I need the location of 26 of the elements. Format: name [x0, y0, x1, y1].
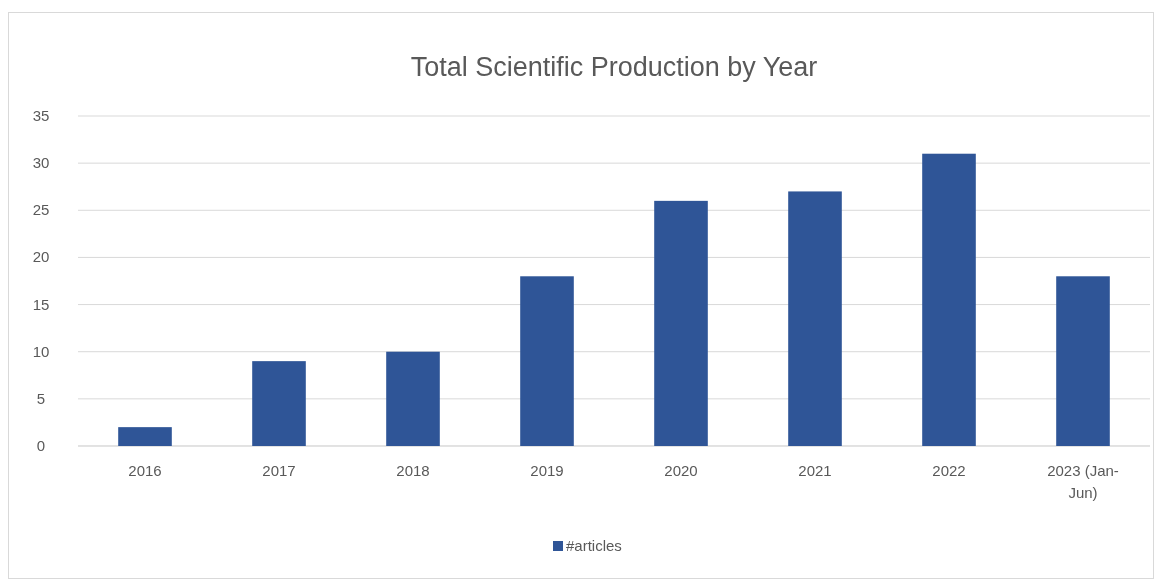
x-tick-label: 2021	[798, 462, 832, 479]
bar	[118, 427, 172, 446]
y-tick-label: 5	[36, 389, 46, 407]
bar	[922, 153, 976, 446]
x-tick-label: 2019	[530, 462, 564, 479]
y-tick-label: 0	[36, 437, 46, 454]
bar	[788, 191, 842, 446]
y-tick-label: 35	[32, 107, 50, 124]
chart-title: Total Scientific Production by Year	[410, 52, 818, 82]
bar	[1056, 276, 1110, 446]
x-tick-label: 2016	[128, 462, 162, 479]
bar	[252, 361, 306, 446]
bar	[386, 351, 440, 446]
y-tick-label: 25	[32, 201, 50, 219]
y-tick-label: 10	[32, 342, 50, 360]
legend-label: #articles	[566, 537, 622, 554]
x-tick-label: 2020	[664, 462, 698, 479]
x-tick-label: 2023 (Jan-Jun)	[1047, 462, 1119, 501]
y-tick-label: 15	[32, 295, 50, 313]
x-tick-label: 2017	[262, 462, 296, 479]
bar	[654, 200, 708, 446]
y-tick-label: 20	[32, 248, 50, 266]
x-tick-label: 2018	[396, 462, 430, 479]
bar	[520, 276, 574, 446]
y-tick-label: 30	[32, 154, 50, 172]
x-tick-label: 2022	[932, 462, 966, 479]
